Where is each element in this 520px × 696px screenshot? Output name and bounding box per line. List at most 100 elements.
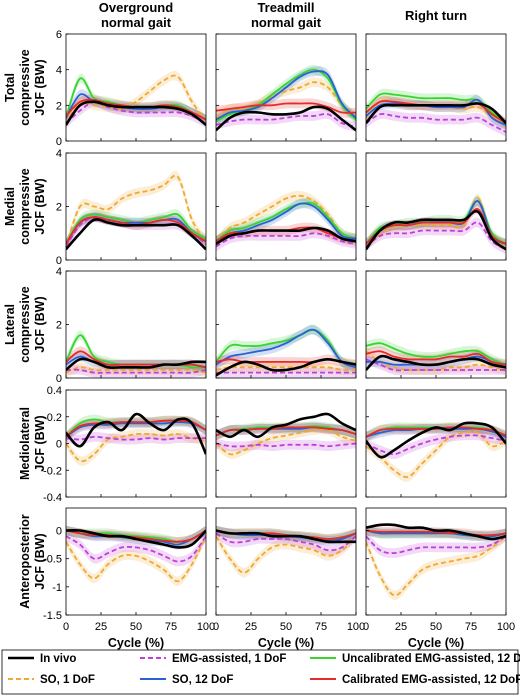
uncertainty-band <box>366 346 506 370</box>
series-line <box>366 529 506 537</box>
series-line <box>216 194 356 242</box>
panel-series <box>216 190 356 252</box>
y-tick-label: 0 <box>56 439 62 451</box>
y-tick-label: 0 <box>56 373 62 385</box>
series-line <box>66 74 206 124</box>
series-line <box>366 354 506 371</box>
row-label: Total <box>3 73 17 102</box>
uncertainty-band <box>366 346 506 375</box>
x-tick-label: 25 <box>245 621 257 633</box>
y-tick-label: 0 <box>56 526 62 538</box>
series-line <box>216 232 356 248</box>
x-tick-label: 75 <box>465 621 477 633</box>
x-tick-label: 50 <box>430 621 442 633</box>
series-line <box>216 201 356 243</box>
row-label: JCF (BW) <box>33 415 47 471</box>
series-line <box>366 523 506 541</box>
row-label: Mediolateral <box>18 407 32 480</box>
series-line <box>216 105 356 132</box>
legend-box <box>1 649 519 695</box>
uncertainty-band <box>366 338 506 370</box>
row-label: JCF (BW) <box>33 178 47 234</box>
uncertainty-band <box>366 426 506 482</box>
series-line <box>216 328 356 366</box>
panel-series <box>366 338 506 376</box>
row-label: compressive <box>18 286 32 362</box>
series-line <box>66 100 206 127</box>
panel-bg <box>66 390 206 497</box>
panel-bg <box>366 153 506 260</box>
column-title: Treadmill <box>257 0 314 15</box>
panel-series <box>216 412 356 460</box>
series-line <box>66 535 206 563</box>
x-tick-label: 75 <box>165 621 177 633</box>
y-tick-label: 0.2 <box>47 412 62 424</box>
panel <box>65 33 207 142</box>
series-line <box>216 202 356 243</box>
panel <box>215 270 357 379</box>
panel <box>365 389 507 498</box>
panel-series <box>66 330 206 378</box>
legend-label: EMG-assisted, 1 DoF <box>172 653 286 665</box>
y-tick-label: 4 <box>56 148 62 160</box>
series-line <box>216 412 356 439</box>
series-line <box>66 357 206 372</box>
row-label: JCF (BW) <box>33 533 47 589</box>
panel-series <box>366 421 506 482</box>
panel-series <box>66 525 206 587</box>
series-line <box>366 197 506 248</box>
legend-label: SO, 1 DoF <box>40 674 95 686</box>
panel: 0 25 50 75 100 Cycle (%) <box>63 507 215 650</box>
series-line <box>366 421 506 459</box>
legend: In vivo EMG-assisted, 1 DoF Uncalibrated E… <box>1 649 520 695</box>
series-line <box>366 221 506 251</box>
series-line <box>66 421 206 438</box>
x-tick-label: 100 <box>347 621 365 633</box>
x-tick-label: 25 <box>395 621 407 633</box>
y-tick-label: 2 <box>56 202 62 214</box>
panel <box>65 152 207 261</box>
series-line <box>66 218 206 251</box>
column-title: normal gait <box>101 15 172 30</box>
row-label: Lateral <box>3 304 17 345</box>
uncertainty-band <box>66 212 206 252</box>
panel-bg <box>216 390 356 497</box>
panel <box>65 389 207 498</box>
panel-series <box>66 170 206 252</box>
panel: 0 25 50 75 100 Cycle (%) <box>363 507 515 650</box>
y-tick-label: 6 <box>56 29 62 41</box>
uncertainty-band <box>216 528 356 556</box>
panel-bg <box>216 153 356 260</box>
series-line <box>216 81 356 119</box>
series-line <box>216 70 356 121</box>
panel-bg <box>366 390 506 497</box>
x-axis-label: Cycle (%) <box>258 636 314 650</box>
panel-series <box>66 70 206 128</box>
uncertainty-band <box>366 531 506 601</box>
y-tick-label: 0 <box>56 255 62 267</box>
uncertainty-band <box>366 217 506 255</box>
x-axis-label: Cycle (%) <box>408 636 464 650</box>
panel <box>365 152 507 261</box>
panel-bg <box>66 153 206 260</box>
y-tick-label: 2 <box>56 320 62 332</box>
series-line <box>366 358 506 372</box>
x-tick-label: 0 <box>213 621 219 633</box>
x-tick-label: 100 <box>197 621 215 633</box>
y-tick-label: -0.4 <box>43 492 62 504</box>
panel-series <box>366 193 506 255</box>
row-label: Anteroposterior <box>18 514 32 609</box>
series-line <box>216 102 356 114</box>
panel-series <box>66 412 206 467</box>
uncertainty-band <box>216 98 356 118</box>
x-tick-label: 25 <box>95 621 107 633</box>
x-tick-label: 75 <box>315 621 327 633</box>
series-line <box>66 412 206 455</box>
row-label: compressive <box>18 168 32 244</box>
series-line <box>66 435 206 441</box>
uncertainty-band <box>216 324 356 373</box>
uncertainty-band <box>66 351 206 373</box>
panel-series <box>366 523 506 601</box>
